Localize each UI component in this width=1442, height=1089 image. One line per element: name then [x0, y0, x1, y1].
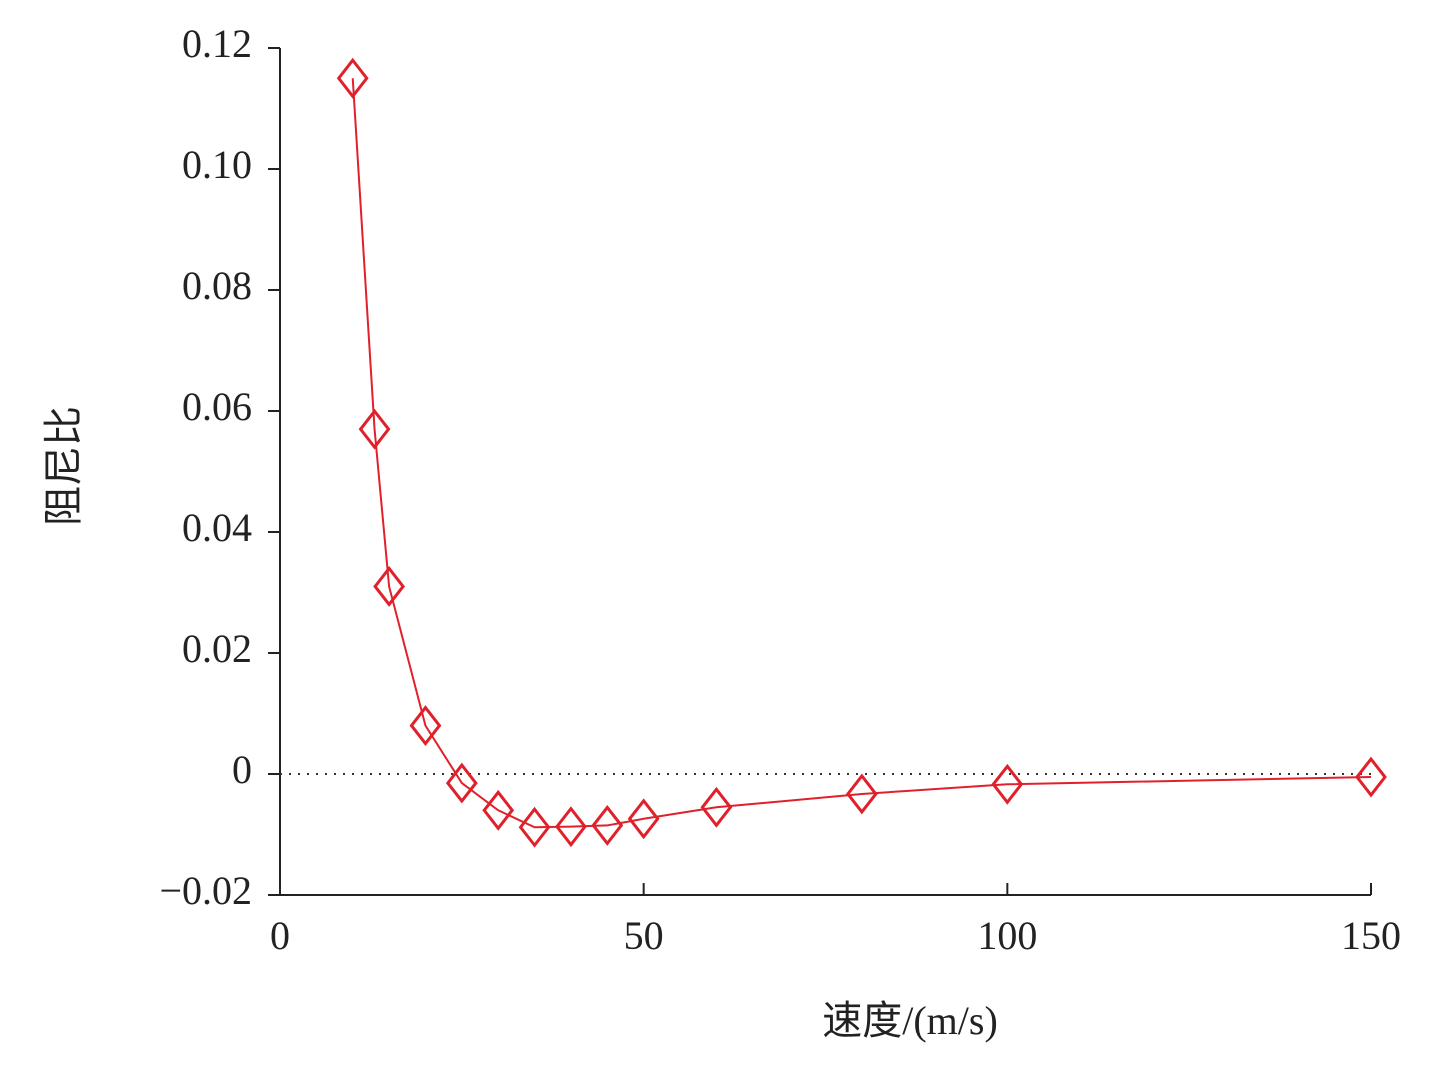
y-tick-label: 0 — [232, 747, 252, 792]
y-tick-label: 0.12 — [182, 21, 252, 66]
marker — [991, 763, 1024, 805]
marker — [845, 773, 878, 815]
y-axis-label: 阻尼比 — [41, 406, 86, 526]
y-tick-label: 0.08 — [182, 263, 252, 308]
marker — [358, 408, 391, 450]
y-tick-label: 0.06 — [182, 384, 252, 429]
marker — [1355, 756, 1387, 798]
x-tick-label: 0 — [270, 913, 290, 958]
marker — [409, 705, 442, 747]
marker — [591, 804, 624, 846]
marker — [518, 806, 551, 848]
y-tick-label: −0.02 — [159, 868, 252, 913]
marker — [482, 789, 515, 831]
y-tick-label: 0.02 — [182, 626, 252, 671]
marker — [555, 806, 587, 848]
x-axis-label: 速度/(m/s) — [822, 998, 998, 1043]
x-tick-label: 150 — [1341, 913, 1401, 958]
marker — [445, 762, 478, 804]
marker — [336, 57, 369, 99]
x-tick-label: 100 — [977, 913, 1037, 958]
series-line — [351, 78, 1372, 829]
marker — [627, 798, 660, 840]
marker — [373, 566, 406, 607]
marker — [700, 786, 733, 828]
x-tick-label: 50 — [624, 913, 664, 958]
y-tick-label: 0.04 — [182, 505, 252, 550]
y-tick-label: 0.10 — [182, 142, 252, 187]
